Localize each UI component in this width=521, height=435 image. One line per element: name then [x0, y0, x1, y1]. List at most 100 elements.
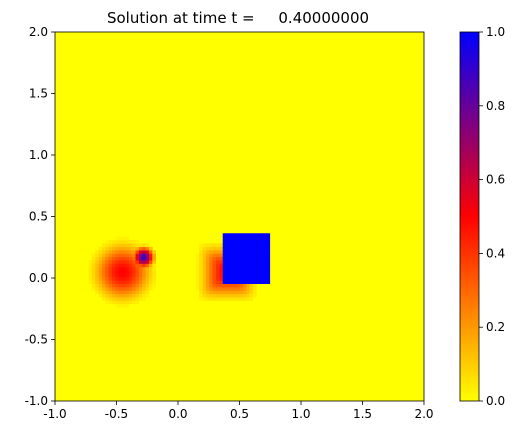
- heatmap-cell: [209, 283, 214, 288]
- heatmap-cell: [266, 246, 271, 251]
- heatmap-cell: [138, 276, 143, 281]
- heatmap-cell: [226, 246, 230, 251]
- heatmap-cell: [222, 233, 227, 238]
- heatmap-cell: [222, 263, 227, 268]
- heatmap-cell: [205, 250, 210, 254]
- heatmap-cell: [98, 290, 103, 295]
- heatmap-cell: [209, 280, 214, 284]
- heatmap-cell: [95, 253, 99, 258]
- heatmap-cell: [108, 300, 113, 305]
- heatmap-cell: [195, 253, 200, 258]
- heatmap-cell: [148, 280, 153, 284]
- colorbar-gradient: [460, 32, 479, 401]
- heatmap-cell: [212, 256, 217, 261]
- heatmap-cell: [122, 303, 126, 308]
- heatmap-cell: [128, 243, 133, 248]
- heatmap-cell: [152, 266, 157, 271]
- heatmap-cell: [216, 253, 220, 258]
- heatmap-cell: [135, 293, 140, 298]
- heatmap-cell: [239, 246, 244, 251]
- heatmap-cell: [236, 256, 240, 261]
- heatmap-cell: [122, 260, 126, 264]
- heatmap-cell: [98, 273, 103, 278]
- heatmap-cell: [125, 290, 130, 295]
- heatmap-cell: [236, 297, 240, 301]
- heatmap-cell: [202, 290, 207, 295]
- heatmap-cell: [142, 246, 146, 251]
- heatmap-cell: [209, 253, 214, 258]
- heatmap-cell: [112, 243, 116, 248]
- heatmap-cell: [229, 280, 234, 284]
- heatmap-cell: [135, 246, 140, 251]
- heatmap-cell: [266, 253, 271, 258]
- heatmap-cell: [242, 243, 247, 248]
- heatmap-cell: [249, 280, 254, 284]
- heatmap-cell: [205, 290, 210, 295]
- heatmap-cell: [205, 276, 210, 281]
- heatmap-cell: [239, 293, 244, 298]
- heatmap-cell: [216, 270, 220, 274]
- heatmap-cell: [112, 273, 116, 278]
- heatmap-cell: [236, 270, 240, 274]
- heatmap-cell: [122, 256, 126, 261]
- heatmap-cell: [219, 246, 224, 251]
- heatmap-cell: [216, 260, 220, 264]
- heatmap-cell: [138, 283, 143, 288]
- heatmap-cell: [239, 266, 244, 271]
- heatmap-cell: [195, 263, 200, 268]
- heatmap-cell: [205, 266, 210, 271]
- heatmap-cell: [128, 260, 133, 264]
- heatmap-cell: [138, 280, 143, 284]
- heatmap-cell: [229, 297, 234, 301]
- heatmap-cell: [122, 236, 126, 241]
- heatmap-cell: [216, 266, 220, 271]
- heatmap-cell: [246, 256, 250, 261]
- heatmap-cell: [226, 263, 230, 268]
- heatmap-cell: [132, 250, 136, 254]
- heatmap-cell: [242, 290, 247, 295]
- heatmap-cell: [95, 266, 99, 271]
- heatmap-cell: [115, 266, 120, 271]
- heatmap-cell: [252, 260, 257, 264]
- heatmap-cell: [236, 263, 240, 268]
- heatmap-cell: [226, 270, 230, 274]
- heatmap-cell: [91, 260, 96, 264]
- heatmap-cell: [142, 253, 146, 258]
- heatmap-cell: [118, 239, 123, 244]
- heatmap-cell: [256, 236, 261, 241]
- heatmap-cell: [122, 286, 126, 291]
- heatmap-cell: [266, 260, 271, 264]
- heatmap-cell: [256, 263, 261, 268]
- y-tick-label: 2.0: [29, 25, 48, 39]
- heatmap-cell: [142, 250, 146, 254]
- heatmap-cell: [205, 297, 210, 301]
- heatmap-cell: [105, 286, 110, 291]
- heatmap-cell: [199, 270, 203, 274]
- heatmap-cell: [108, 243, 113, 248]
- heatmap-cell: [242, 236, 247, 241]
- heatmap-cell: [142, 286, 146, 291]
- x-tick-label: 0.0: [168, 407, 187, 421]
- heatmap-cell: [95, 270, 99, 274]
- heatmap-cell: [115, 290, 120, 295]
- heatmap-cell: [216, 243, 220, 248]
- heatmap-cell: [212, 270, 217, 274]
- heatmap-cell: [262, 236, 267, 241]
- heatmap-cell: [222, 256, 227, 261]
- heatmap-cell: [202, 270, 207, 274]
- heatmap-cell: [205, 243, 210, 248]
- colorbar-tick-label: 0.4: [486, 246, 505, 260]
- heatmap-cell: [152, 256, 157, 261]
- heatmap-cell: [145, 290, 150, 295]
- x-axis: -1.0 -0.5 0.0 0.5 1.0 1.5 2.0: [43, 401, 434, 421]
- heatmap-cell: [115, 239, 120, 244]
- heatmap-cell: [138, 297, 143, 301]
- heatmap-cell: [226, 266, 230, 271]
- heatmap-cell: [98, 266, 103, 271]
- heatmap-cell: [219, 290, 224, 295]
- heatmap-cell: [138, 263, 143, 268]
- heatmap-cell: [108, 286, 113, 291]
- heatmap-cell: [222, 293, 227, 298]
- heatmap-cell: [98, 293, 103, 298]
- heatmap-cell: [212, 246, 217, 251]
